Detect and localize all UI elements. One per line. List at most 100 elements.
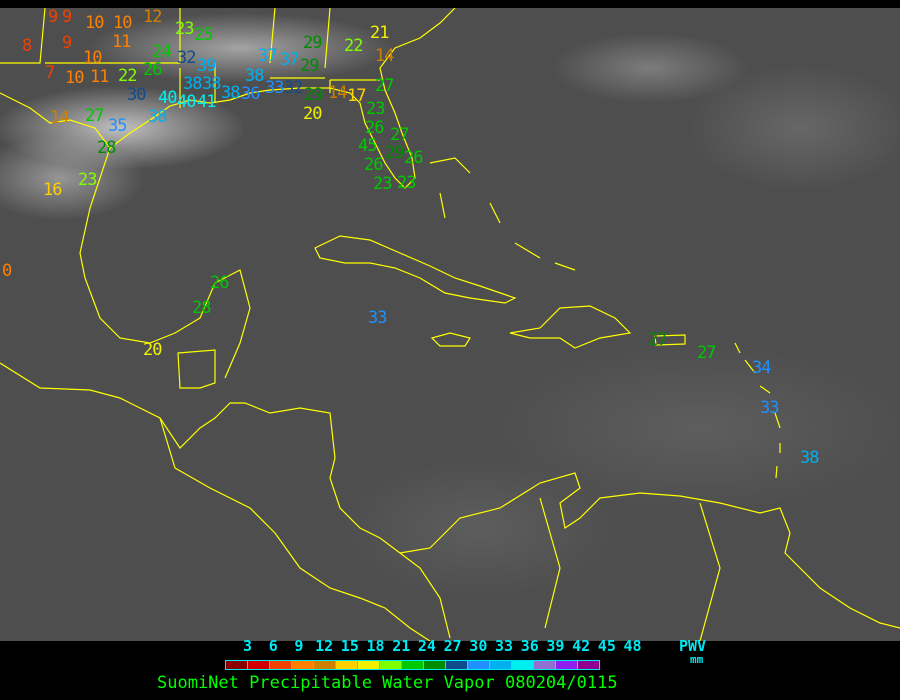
legend-tick: 42 <box>572 637 591 655</box>
legend-tick: 9 <box>294 637 304 655</box>
station-value: 33 <box>760 398 780 418</box>
station-value: 9 <box>62 33 72 53</box>
station-value: 27 <box>85 106 105 126</box>
color-swatch <box>270 661 292 669</box>
station-value: 29 <box>385 143 405 163</box>
station-value: 20 <box>143 340 163 360</box>
station-value: 29 <box>303 33 323 53</box>
legend-tick: 18 <box>366 637 385 655</box>
station-value: 27 <box>390 125 410 145</box>
unit: mm <box>690 653 704 666</box>
legend-tick: 45 <box>597 637 616 655</box>
station-value: 23 <box>78 170 98 190</box>
cuba <box>314 235 517 304</box>
station-value: 12 <box>143 7 163 27</box>
station-value: 32 <box>177 48 197 68</box>
legend-tick: 12 <box>315 637 334 655</box>
station-value: 20 <box>303 104 323 124</box>
station-value: 14 <box>375 46 395 66</box>
station-value: 29 <box>300 56 320 76</box>
station-value: 10 <box>83 48 103 68</box>
color-swatch <box>446 661 468 669</box>
color-swatch <box>292 661 314 669</box>
station-value: 27 <box>697 343 717 363</box>
station-value: 27 <box>375 76 395 96</box>
color-bar <box>225 660 600 670</box>
station-value: 38 <box>148 107 168 127</box>
station-value: 26 <box>365 118 385 138</box>
station-value: 37 <box>258 46 278 66</box>
station-value: 27 <box>648 330 668 350</box>
legend-tick: 30 <box>469 637 488 655</box>
station-value: 22 <box>344 36 364 56</box>
station-value: 26 <box>364 155 384 175</box>
legend-tick: 21 <box>392 637 411 655</box>
station-value: 33 <box>265 78 285 98</box>
station-value: 33 <box>368 308 388 328</box>
station-value: 16 <box>43 180 63 200</box>
station-value: 32 <box>284 78 304 98</box>
station-value: 34 <box>752 358 772 378</box>
station-value: 40 <box>177 92 197 112</box>
us-gulf-coast <box>109 8 456 189</box>
central-america <box>0 362 451 639</box>
bahamas <box>429 157 576 271</box>
station-value: 28 <box>97 138 117 158</box>
color-swatch <box>248 661 270 669</box>
legend-tick: 33 <box>495 637 514 655</box>
color-swatch <box>424 661 446 669</box>
station-value: 11 <box>90 67 110 87</box>
station-value: 8 <box>22 36 32 56</box>
station-value: 38 <box>202 74 222 94</box>
station-value: 29 <box>304 85 324 105</box>
station-value: 38 <box>221 83 241 103</box>
legend-tick: 27 <box>443 637 462 655</box>
station-value: 10 <box>85 13 105 33</box>
jamaica <box>430 332 471 347</box>
color-swatch <box>402 661 424 669</box>
satellite-map: 9 9 10 10 12 11 23 25 8 9 10 7 10 11 22 26 24 32 39 38 38 30 4… <box>0 8 900 641</box>
color-swatch <box>358 661 380 669</box>
pacific-coast <box>159 417 431 641</box>
legend-tick: 48 <box>623 637 642 655</box>
station-value: 23 <box>373 174 393 194</box>
legend-tick: 6 <box>268 637 278 655</box>
color-swatch <box>380 661 402 669</box>
legend-tick: 3 <box>243 637 253 655</box>
borders-inland <box>177 349 721 641</box>
legend-tick: 24 <box>417 637 436 655</box>
station-value: 39 <box>197 56 217 76</box>
station-value: 28 <box>192 298 212 318</box>
south-america <box>399 472 900 629</box>
legend-tick: 36 <box>520 637 539 655</box>
station-value: 30 <box>127 85 147 105</box>
station-value: 14 <box>50 108 70 128</box>
station-value: 9 <box>62 7 72 27</box>
station-value: 25 <box>194 25 214 45</box>
state-borders <box>0 8 380 108</box>
station-value: 26 <box>143 60 163 80</box>
station-value: 26 <box>404 148 424 168</box>
station-value: 10 <box>113 13 133 33</box>
station-value: 41 <box>197 92 217 112</box>
color-swatch <box>468 661 490 669</box>
station-value: 0 <box>2 261 12 281</box>
station-value: 17 <box>347 86 367 106</box>
lesser-antilles <box>734 342 781 479</box>
station-value: 38 <box>245 66 265 86</box>
hispaniola <box>509 305 632 349</box>
color-swatch <box>490 661 512 669</box>
gulf-coast <box>0 92 251 379</box>
station-value: 14 <box>328 83 348 103</box>
legend-tick: 15 <box>340 637 359 655</box>
color-swatch <box>578 661 599 669</box>
station-value: 35 <box>108 116 128 136</box>
coastlines <box>0 8 900 641</box>
color-swatch <box>314 661 336 669</box>
station-value: 7 <box>45 63 55 83</box>
legend: 3 6 9 12 15 18 21 24 27 30 33 36 39 42 45 48 PWV mm Suo… <box>0 637 900 700</box>
station-value: 22 <box>118 66 138 86</box>
station-value: 23 <box>175 19 195 39</box>
station-value: 9 <box>48 7 58 27</box>
